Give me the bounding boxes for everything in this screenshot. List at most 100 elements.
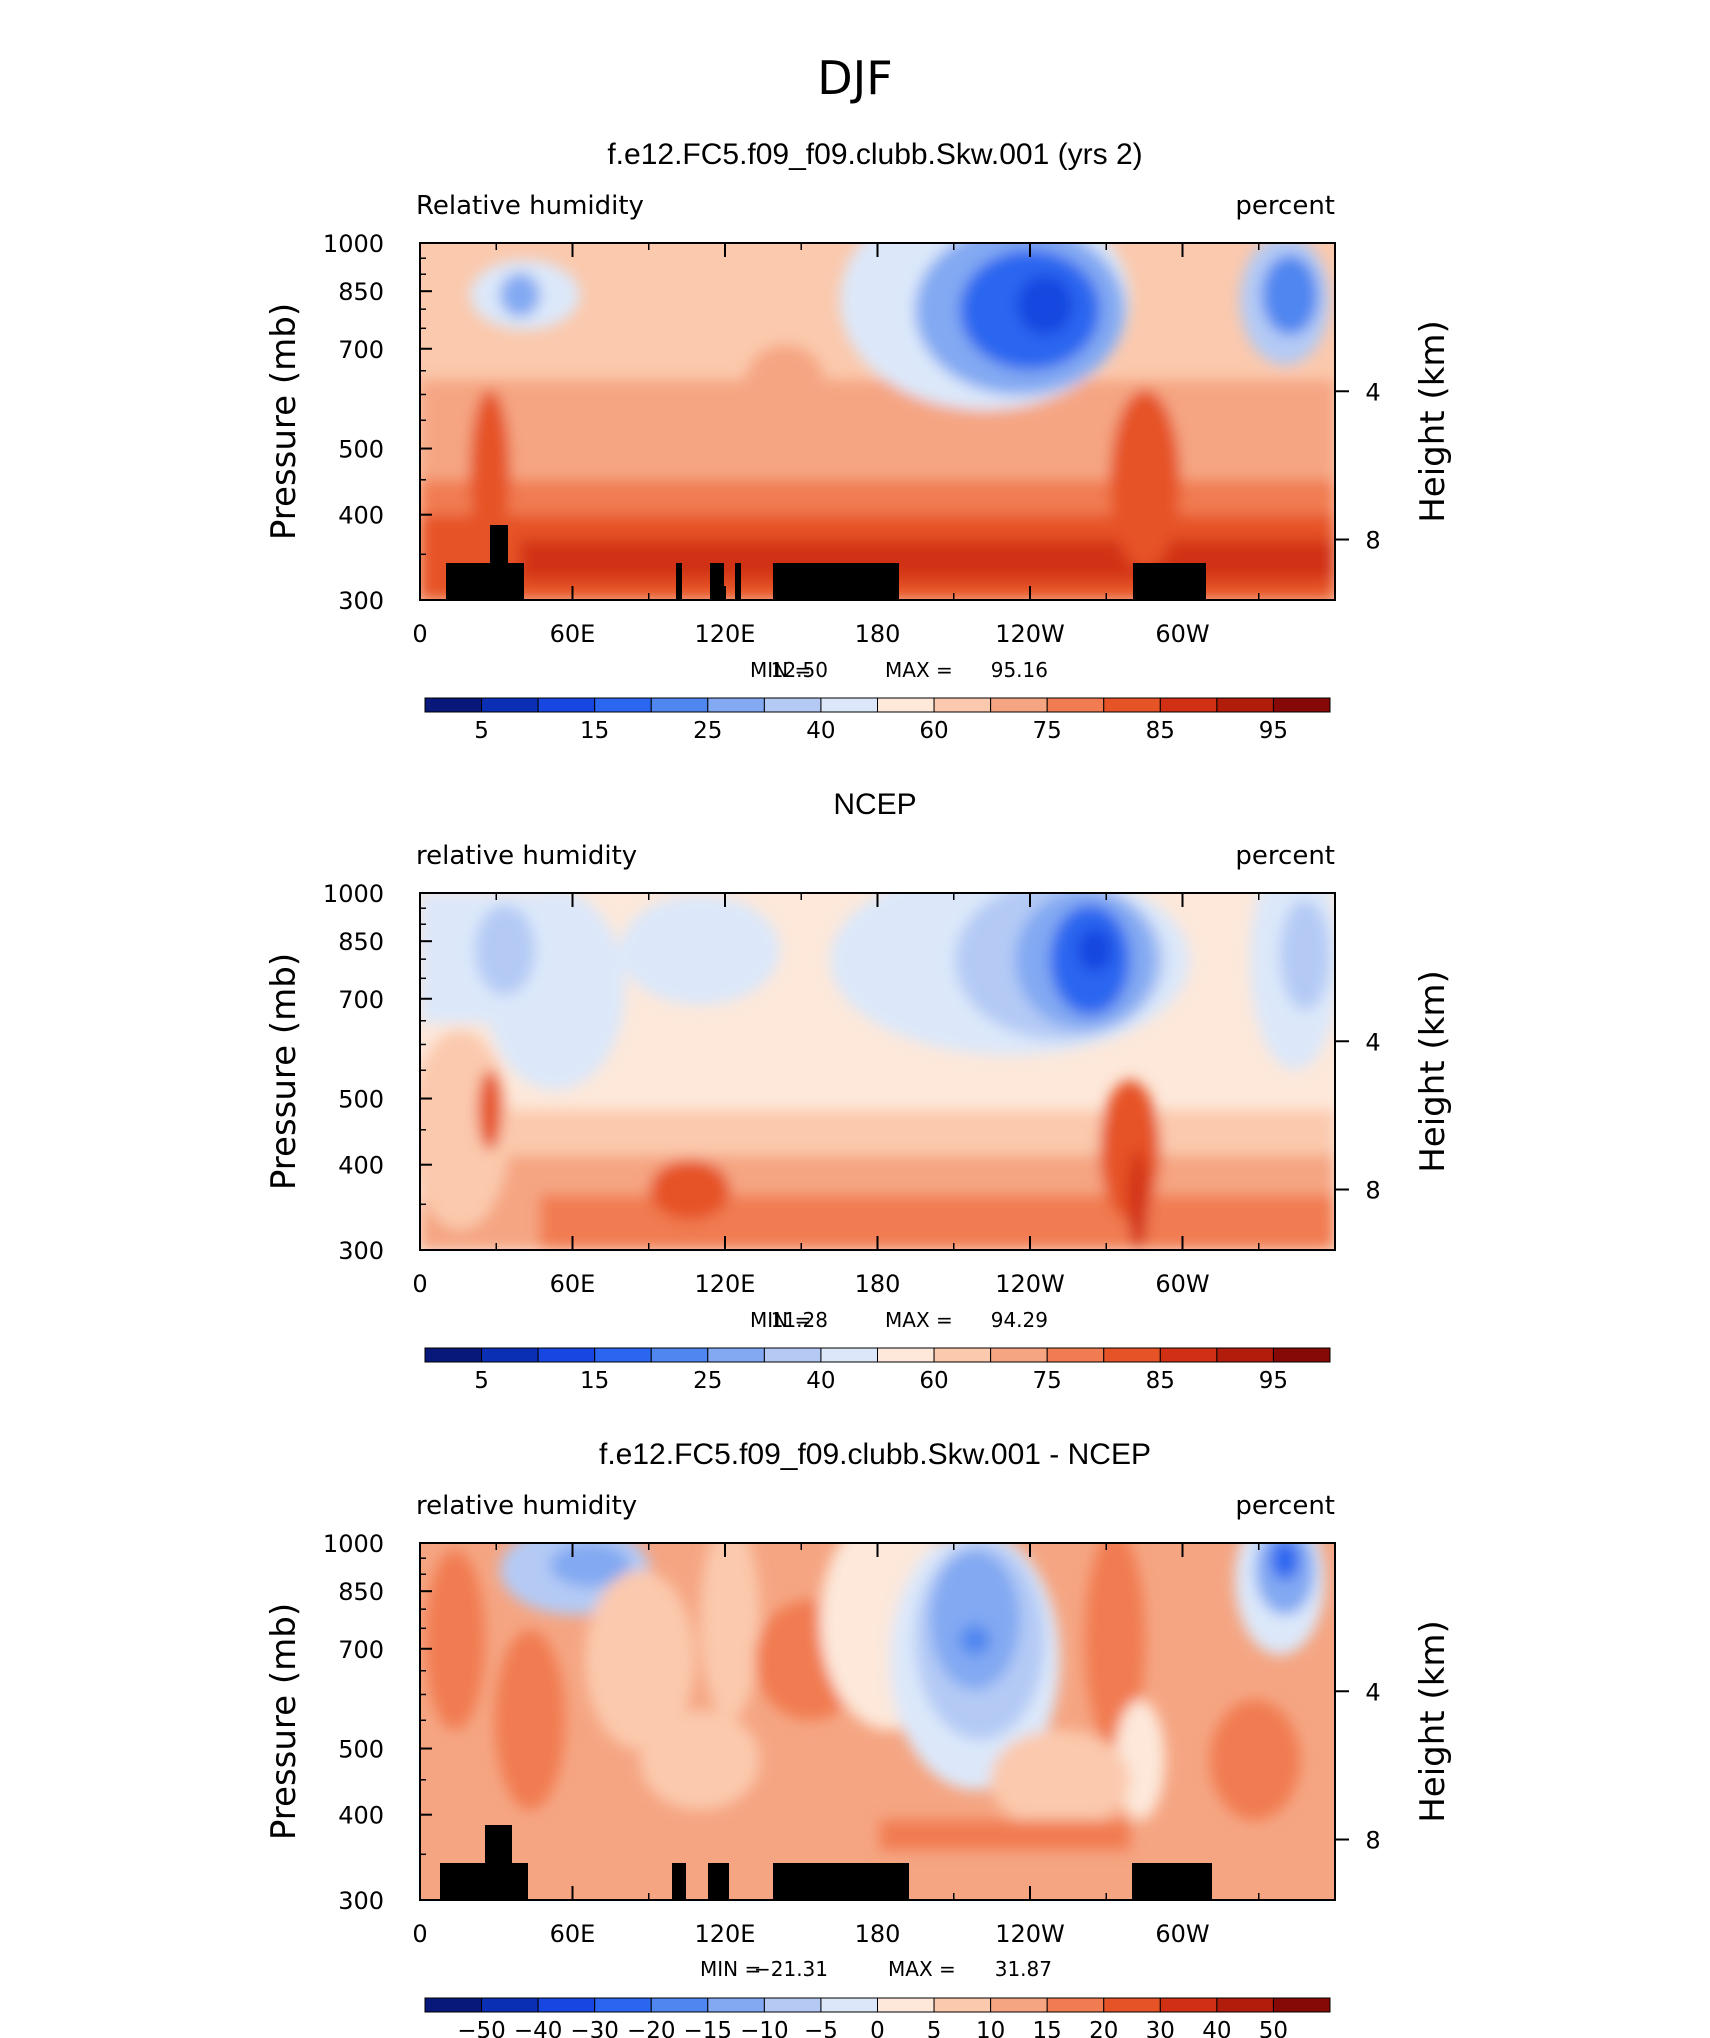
y2-tick-label: 4 (1365, 378, 1380, 406)
colorbar-label: −15 (684, 2018, 733, 2038)
colorbar-swatch (1216, 1347, 1274, 1363)
colorbar-label: −30 (570, 2018, 619, 2038)
variable-label: relative humidity (416, 841, 637, 871)
y-tick-label: 1000 (323, 1530, 384, 1558)
topography-block (440, 1825, 528, 1900)
colorbar-swatch (820, 1997, 878, 2013)
colorbar-swatch (1046, 697, 1105, 713)
colorbar-label: 85 (1146, 718, 1175, 744)
y-tick-label: 700 (338, 336, 384, 364)
colorbar-label: 75 (1033, 718, 1062, 744)
colorbar-label: 30 (1146, 2018, 1175, 2038)
topography-block (446, 525, 524, 600)
colorbar-label: 95 (1259, 1368, 1288, 1394)
colorbar-swatch (990, 697, 1048, 713)
x-tick-label: 180 (855, 620, 901, 648)
colorbar-label: 15 (580, 1368, 609, 1394)
y-tick-label: 500 (338, 1736, 384, 1764)
colorbar-swatch (820, 1347, 878, 1363)
y-axis-label: Pressure (mb) (264, 953, 304, 1190)
y-tick-label: 850 (338, 1578, 384, 1606)
colorbar-swatch (1272, 697, 1331, 713)
colorbar-swatch (707, 697, 765, 713)
colorbar-swatch (763, 697, 822, 713)
variable-label: Relative humidity (416, 191, 644, 221)
topography-block (1133, 563, 1206, 600)
x-tick-label: 120E (695, 620, 756, 648)
units-label: percent (1235, 841, 1335, 871)
colorbar-swatch (537, 1347, 596, 1363)
colorbar-swatch (650, 1997, 709, 2013)
colorbar-swatch (650, 697, 709, 713)
max-label: MAX = (888, 1957, 956, 1981)
y2-axis-label: Height (km) (1413, 320, 1453, 523)
units-label: percent (1235, 1491, 1335, 1521)
y-tick-label: 700 (338, 1636, 384, 1664)
colorbar-swatch (1103, 1997, 1161, 2013)
y-tick-label: 1000 (323, 880, 384, 908)
max-label: MAX = (885, 1308, 953, 1332)
y-tick-label: 500 (338, 436, 384, 464)
axes: 1000 850 700 500 400 300 4 8 0 60E 120E 180 120W 60W P… (264, 230, 1453, 648)
page-title: DJF (817, 51, 892, 105)
colorbar-label: 15 (1033, 2018, 1062, 2038)
topography-block (773, 1863, 909, 1900)
min-label: MIN = (750, 1308, 811, 1332)
x-tick-label: 60W (1155, 1920, 1209, 1948)
y2-tick-label: 8 (1365, 527, 1380, 555)
colorbar-swatch (877, 1997, 935, 2013)
y-tick-label: 300 (338, 587, 384, 615)
topography-block (672, 1863, 686, 1900)
contour-field (420, 243, 1335, 600)
y-tick-label: 1000 (323, 230, 384, 258)
panel-title: f.e12.FC5.f09_f09.clubb.Skw.001 (yrs 2) (607, 138, 1142, 171)
colorbar-swatch (990, 1347, 1048, 1363)
x-tick-label: 120E (695, 1270, 756, 1298)
max-value: 95.16 (991, 658, 1048, 682)
colorbar-swatch (763, 1997, 822, 2013)
topography-block (710, 563, 724, 600)
topography-block (1132, 1863, 1212, 1900)
colorbar-swatch (933, 1347, 992, 1363)
panel-difference: f.e12.FC5.f09_f09.clubb.Skw.001 - NCEP r… (264, 1438, 1453, 2038)
colorbar: −50 −40 −30 −20 −15 −10 −5 0 5 10 15 20 30 40 50 (424, 1997, 1331, 2038)
topography-block (708, 1863, 729, 1900)
colorbar-swatch (1159, 1997, 1218, 2013)
colorbar-swatch (481, 697, 539, 713)
y2-tick-label: 8 (1365, 1827, 1380, 1855)
colorbar-swatch (424, 1347, 483, 1363)
x-tick-label: 0 (412, 620, 427, 648)
x-tick-label: 120W (995, 1270, 1065, 1298)
colorbar-swatch (424, 1997, 483, 2013)
y-axis-label: Pressure (mb) (264, 303, 304, 540)
colorbar: 5 15 25 40 60 75 85 95 (424, 697, 1331, 744)
colorbar-label: 0 (870, 2018, 885, 2038)
x-tick-label: 120W (995, 620, 1065, 648)
colorbar-swatch (877, 697, 935, 713)
y-tick-label: 400 (338, 1802, 384, 1830)
colorbar-label: 25 (693, 718, 722, 744)
topography-block (773, 563, 899, 600)
colorbar-swatch (820, 697, 878, 713)
colorbar-swatch (1272, 1347, 1331, 1363)
y-tick-label: 500 (338, 1086, 384, 1114)
y-tick-label: 700 (338, 986, 384, 1014)
colorbar-swatch (594, 1997, 652, 2013)
colorbar-label: 60 (919, 718, 948, 744)
colorbar-label: 75 (1033, 1368, 1062, 1394)
colorbar-swatch (707, 1997, 765, 2013)
colorbar-label: −5 (804, 2018, 838, 2038)
contour-field (420, 893, 1335, 1250)
x-tick-label: 60E (550, 1920, 596, 1948)
x-tick-label: 180 (855, 1270, 901, 1298)
y2-tick-label: 4 (1365, 1678, 1380, 1706)
colorbar-swatch (594, 697, 652, 713)
colorbar-label: 40 (1202, 2018, 1231, 2038)
colorbar-swatch (594, 1347, 652, 1363)
colorbar-swatch (1216, 1997, 1274, 2013)
topography-block (676, 563, 682, 600)
y-tick-label: 300 (338, 1237, 384, 1265)
panel-title: NCEP (833, 788, 916, 821)
min-label: MIN = (700, 1957, 761, 1981)
panel-title: f.e12.FC5.f09_f09.clubb.Skw.001 - NCEP (599, 1438, 1151, 1471)
